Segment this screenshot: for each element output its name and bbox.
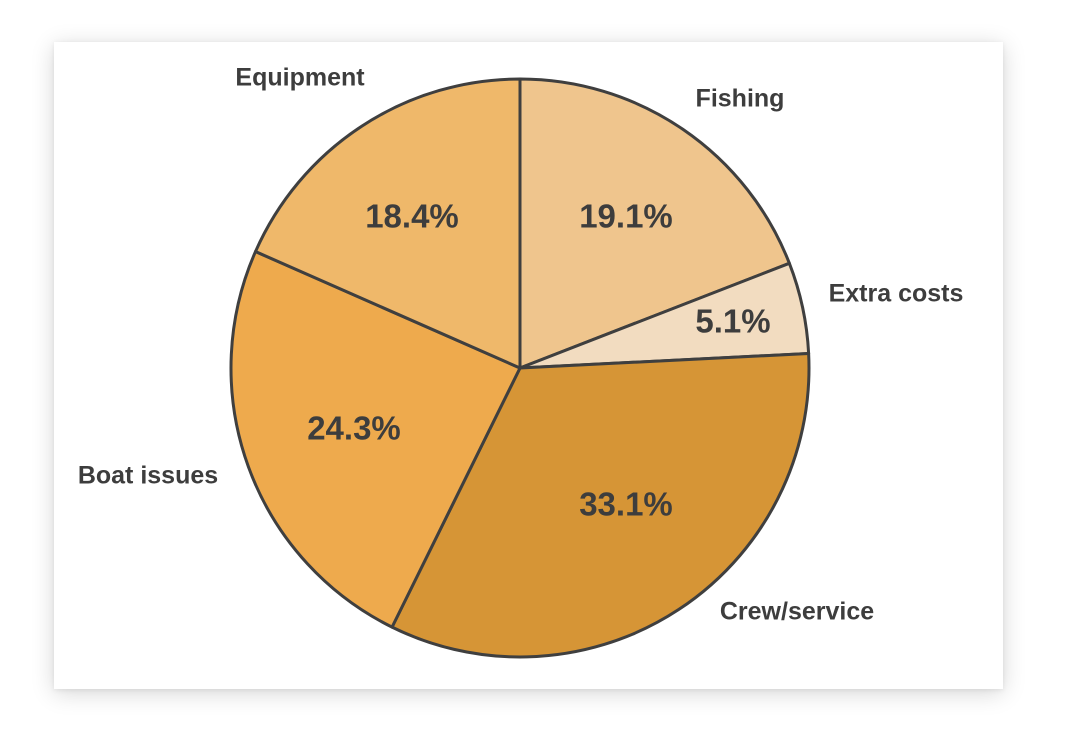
pie-slices [229, 77, 811, 659]
percent-label-extra-costs: 5.1% [695, 303, 770, 340]
slice-boat-issues [229, 250, 522, 629]
category-label-extra-costs: Extra costs [829, 280, 964, 308]
percent-label-equipment: 18.4% [365, 198, 459, 235]
percent-labels: 19.1% 5.1% 33.1% 24.3% 18.4% [307, 198, 770, 523]
slice-fishing [518, 77, 791, 370]
percent-label-boat-issues: 24.3% [307, 410, 401, 447]
category-label-fishing: Fishing [696, 85, 785, 113]
category-label-boat-issues: Boat issues [78, 462, 218, 490]
slice-crew-service [390, 351, 811, 659]
category-label-crew-service: Crew/service [720, 598, 874, 626]
percent-label-crew-service: 33.1% [579, 486, 673, 523]
category-labels: Fishing Extra costs Crew/service Boat issue… [78, 64, 964, 626]
category-label-equipment: Equipment [235, 64, 365, 92]
slice-equipment [253, 77, 522, 370]
percent-label-fishing: 19.1% [579, 198, 673, 235]
